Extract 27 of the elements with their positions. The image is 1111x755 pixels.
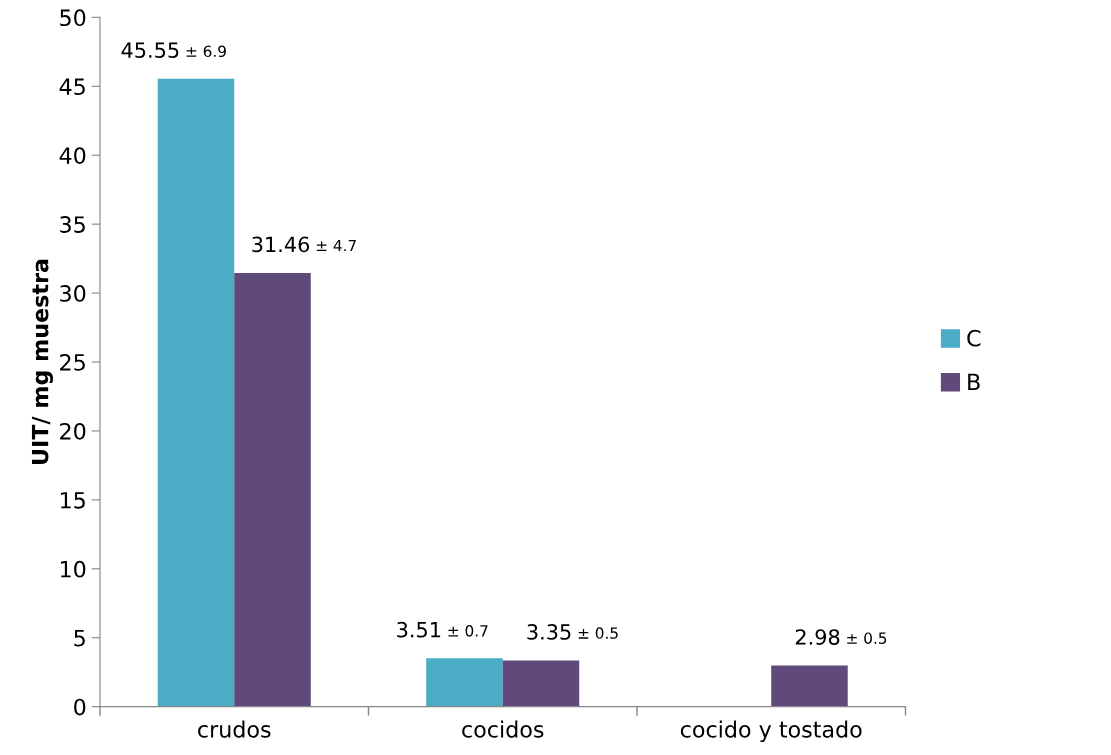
- data-label: 2.98 ± 0.5: [795, 629, 887, 645]
- bar: [234, 272, 311, 707]
- x-tick-label: cocido y tostado: [680, 720, 862, 743]
- y-tick-label: 0: [74, 698, 86, 716]
- bar: [426, 658, 503, 707]
- y-tick-label: 20: [60, 422, 86, 440]
- bar: [771, 665, 848, 707]
- y-tick-label: 5: [74, 629, 85, 647]
- data-label: 45.55 ± 6.9: [121, 42, 226, 59]
- data-label: 3.51 ± 0.7: [397, 621, 488, 638]
- data-label: 3.35 ± 0.5: [527, 624, 618, 640]
- y-tick-label: 15: [60, 492, 85, 509]
- y-axis-title: UIT/ mg muestra: [31, 259, 53, 464]
- y-tick-label: 35: [60, 216, 85, 233]
- bar: [157, 78, 235, 707]
- bar: [502, 660, 580, 707]
- y-tick-label: 50: [60, 9, 86, 27]
- y-tick-label: 10: [60, 560, 86, 578]
- y-tick-label: 30: [60, 285, 86, 302]
- x-tick-label: crudos: [198, 720, 271, 738]
- legend-label: C: [967, 329, 981, 347]
- legend-label: B: [968, 373, 980, 391]
- data-label: 31.46 ± 4.7: [252, 236, 356, 253]
- y-tick-label: 25: [60, 353, 85, 371]
- y-tick-label: 40: [59, 147, 86, 164]
- y-tick-label: 45: [59, 78, 85, 96]
- x-tick-label: cocidos: [462, 720, 544, 738]
